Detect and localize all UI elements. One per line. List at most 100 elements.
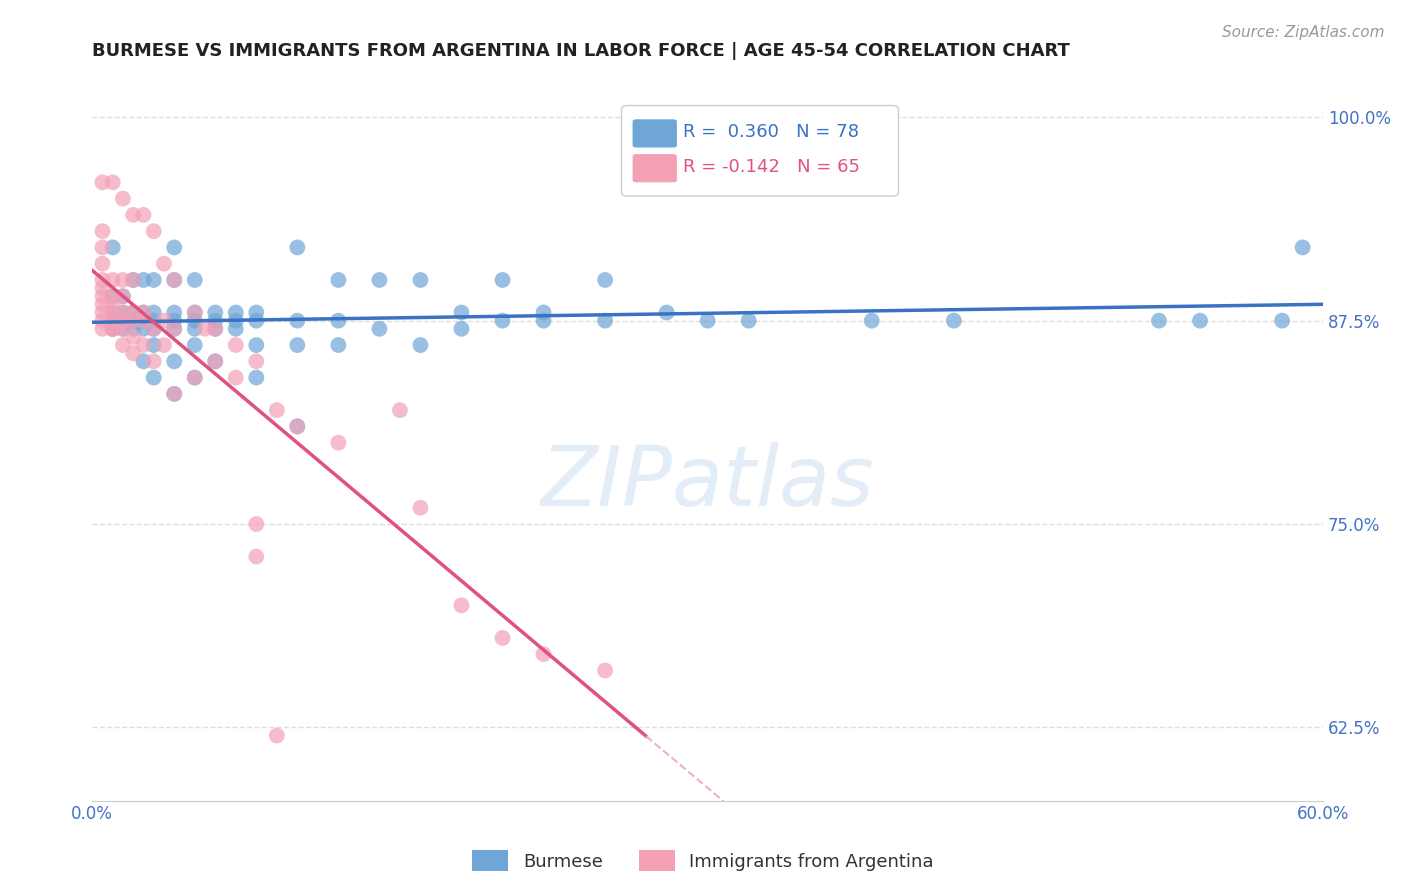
Point	[245, 305, 267, 319]
Point	[91, 224, 114, 238]
Point	[328, 273, 350, 287]
Point	[101, 240, 124, 254]
Point	[533, 305, 555, 319]
Point	[450, 305, 472, 319]
Point	[122, 313, 145, 327]
Point	[388, 403, 411, 417]
Point	[111, 322, 134, 336]
Point	[142, 322, 165, 336]
Point	[153, 338, 176, 352]
Point	[111, 338, 134, 352]
Point	[111, 313, 134, 327]
Point	[1291, 240, 1313, 254]
Point	[593, 313, 616, 327]
Text: Source: ZipAtlas.com: Source: ZipAtlas.com	[1222, 25, 1385, 40]
Point	[194, 322, 217, 336]
Point	[132, 305, 155, 319]
Point	[122, 330, 145, 344]
Point	[163, 354, 186, 368]
Point	[491, 273, 513, 287]
Point	[132, 313, 155, 327]
Point	[91, 289, 114, 303]
Point	[225, 305, 247, 319]
Point	[142, 322, 165, 336]
Point	[122, 305, 145, 319]
Point	[111, 313, 134, 327]
Point	[533, 313, 555, 327]
Point	[225, 313, 247, 327]
Point	[204, 322, 226, 336]
Point	[101, 175, 124, 189]
Point	[245, 549, 267, 564]
Point	[101, 322, 124, 336]
Point	[101, 289, 124, 303]
FancyBboxPatch shape	[621, 105, 898, 196]
Point	[111, 273, 134, 287]
Point	[266, 403, 288, 417]
Point	[132, 305, 155, 319]
Point	[163, 322, 186, 336]
Point	[163, 305, 186, 319]
Point	[163, 387, 186, 401]
Point	[245, 313, 267, 327]
Point	[101, 305, 124, 319]
Point	[91, 273, 114, 287]
Point	[266, 729, 288, 743]
Point	[132, 273, 155, 287]
Point	[153, 313, 176, 327]
Point	[285, 338, 308, 352]
Point	[368, 322, 391, 336]
Point	[101, 305, 124, 319]
Point	[655, 305, 678, 319]
Point	[91, 313, 114, 327]
Point	[163, 387, 186, 401]
Point	[285, 419, 308, 434]
Point	[111, 289, 134, 303]
Point	[328, 313, 350, 327]
Point	[132, 354, 155, 368]
Point	[942, 313, 965, 327]
Point	[122, 273, 145, 287]
Point	[122, 322, 145, 336]
Point	[142, 338, 165, 352]
Point	[91, 257, 114, 271]
Point	[491, 631, 513, 645]
Text: ZIPatlas: ZIPatlas	[541, 442, 875, 523]
Point	[122, 273, 145, 287]
Point	[184, 313, 207, 327]
Point	[163, 313, 186, 327]
Point	[132, 338, 155, 352]
Point	[696, 313, 718, 327]
Point	[1147, 313, 1170, 327]
Point	[204, 322, 226, 336]
Point	[132, 322, 155, 336]
Point	[245, 370, 267, 384]
Point	[184, 305, 207, 319]
Point	[101, 322, 124, 336]
Text: R =  0.360   N = 78: R = 0.360 N = 78	[683, 123, 859, 141]
Point	[163, 240, 186, 254]
Point	[1189, 313, 1212, 327]
Point	[91, 175, 114, 189]
Point	[737, 313, 759, 327]
Point	[111, 305, 134, 319]
Point	[142, 224, 165, 238]
Point	[204, 305, 226, 319]
Point	[132, 313, 155, 327]
Point	[184, 370, 207, 384]
Point	[225, 370, 247, 384]
Point	[409, 338, 432, 352]
Point	[122, 346, 145, 360]
Point	[225, 338, 247, 352]
Point	[111, 322, 134, 336]
Point	[163, 273, 186, 287]
Point	[101, 313, 124, 327]
Point	[91, 322, 114, 336]
Point	[860, 313, 883, 327]
Point	[184, 305, 207, 319]
Point	[328, 435, 350, 450]
Point	[285, 240, 308, 254]
Point	[91, 240, 114, 254]
Point	[184, 322, 207, 336]
Point	[204, 354, 226, 368]
